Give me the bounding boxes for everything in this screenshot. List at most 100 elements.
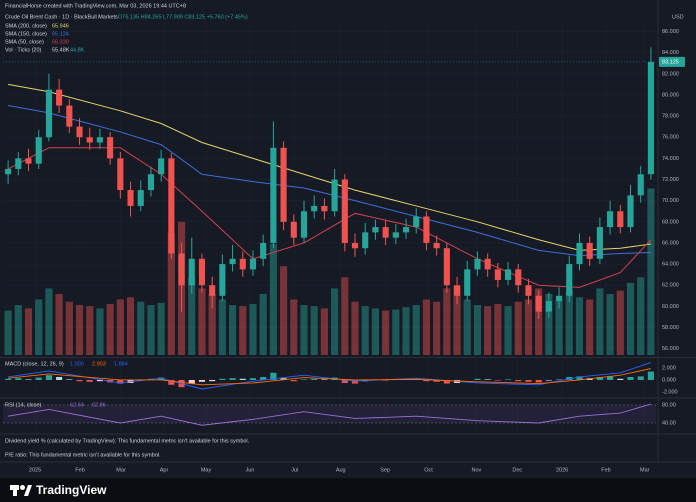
x-tick-label: Nov (472, 467, 482, 473)
logo-shape (20, 485, 25, 490)
candle-body (627, 195, 634, 228)
y-tick-label: 0.000 (662, 377, 676, 383)
candle-body (586, 242, 593, 259)
macd-histogram-bar (45, 375, 52, 380)
volume-bar (24, 308, 33, 355)
volume-bar (494, 303, 502, 355)
macd-histogram-bar (66, 379, 73, 380)
volume-bar (463, 299, 471, 355)
candle-body (56, 89, 63, 106)
candle-body (443, 248, 450, 286)
volume-bar (361, 306, 369, 355)
macd-histogram-bar (321, 379, 328, 380)
macd-histogram-bar (270, 372, 277, 380)
volume-bar (4, 310, 12, 355)
macd-histogram-bar (239, 378, 246, 380)
legend-value: 66.330 (52, 39, 69, 45)
volume-bar (484, 306, 492, 355)
macd-histogram-bar (290, 379, 297, 382)
x-tick-label: Jul (291, 467, 298, 473)
y-tick-label: 58.000 (662, 325, 679, 331)
candle-body (76, 126, 83, 138)
credit: FinancialHorse created with TradingView.… (5, 3, 186, 9)
candle-body (351, 242, 359, 249)
macd-histogram-bar (494, 379, 501, 381)
candle-body (260, 242, 267, 259)
candle-body (198, 258, 206, 286)
macd-histogram-bar (260, 376, 267, 380)
macd-histogram-bar (617, 378, 624, 380)
candle-body (402, 227, 410, 233)
macd-histogram-bar (382, 379, 389, 381)
macd-histogram-bar (556, 379, 563, 380)
ohlc: O76.135 H84.265 L77.909 C83.125 +5.760 (… (118, 14, 248, 20)
y-tick-label: 80.00 (662, 402, 676, 408)
brand-bar (0, 478, 696, 502)
y-tick-label: 40.00 (662, 420, 676, 426)
volume-bar (167, 232, 175, 355)
volume-bar (535, 288, 543, 355)
macd-histogram-bar (341, 379, 348, 383)
x-tick-label: Dec (512, 467, 522, 473)
candle-body (45, 89, 52, 138)
rsi-band (3, 404, 656, 423)
y-tick-label: 60.000 (662, 304, 679, 310)
candle-body (576, 242, 583, 265)
candle-body (637, 174, 644, 196)
macd-histogram-bar (15, 378, 22, 380)
candle-body (137, 190, 144, 206)
macd-histogram-bar (198, 379, 206, 382)
indicator-value: 2.903 (92, 361, 106, 367)
legend-value: 44.8K (70, 47, 85, 53)
volume-bar (14, 305, 22, 355)
candle-body (127, 190, 134, 206)
candle-body (331, 179, 338, 212)
macd-histogram-bar (96, 379, 103, 382)
macd-histogram-bar (484, 379, 491, 380)
sma-line (8, 83, 651, 251)
indicator-value: 62.64 (70, 402, 84, 408)
y-tick-label: 2.000 (662, 365, 676, 371)
candle-body (158, 158, 165, 175)
y-tick-label: 80.000 (662, 92, 679, 98)
volume-bar (596, 288, 604, 355)
indicator-legend: MACD (close, 12, 26, 9) (5, 361, 64, 367)
macd-histogram-bar (474, 378, 481, 380)
logo-shape (13, 490, 17, 496)
candle-body (280, 147, 287, 222)
macd-histogram-bar (168, 379, 175, 385)
dividend-note: Dividend yield % (calculated by TradingV… (5, 438, 250, 444)
legend-value: 55.48K (52, 47, 70, 53)
macd-histogram-bar (515, 379, 522, 382)
volume-bar (147, 305, 155, 355)
candle-body (147, 174, 155, 191)
macd-histogram-bar (351, 379, 359, 384)
macd-histogram-bar (56, 376, 63, 380)
volume-bar (341, 277, 349, 355)
volume-bar (616, 290, 624, 355)
macd-histogram-bar (280, 378, 287, 380)
candle-body (25, 158, 32, 164)
y-tick-label: 72.000 (662, 177, 679, 183)
candle-body (86, 137, 93, 143)
macd-histogram-bar (249, 378, 257, 380)
candle-body (117, 158, 124, 191)
volume-bar (75, 305, 84, 355)
volume-bar (392, 309, 400, 355)
volume-bar (259, 293, 267, 355)
macd-histogram-bar (637, 376, 644, 380)
volume-bar (422, 299, 431, 355)
candle-body (66, 105, 73, 127)
indicator-value: 1.884 (114, 361, 128, 367)
pe-note: P/E ratio: This fundamental metric isn't… (5, 452, 161, 458)
candle-body (35, 137, 42, 164)
volume-bar (280, 266, 288, 355)
volume-bar (96, 308, 104, 355)
y-tick-label: 68.000 (662, 219, 679, 225)
macd-histogram-bar (5, 378, 12, 380)
volume-bar (320, 308, 328, 355)
candle-body (474, 258, 481, 270)
legend-label: Vol · Ticks (20) (5, 47, 42, 53)
candle-body (494, 269, 501, 280)
y-tick-label: 76.000 (662, 135, 679, 141)
